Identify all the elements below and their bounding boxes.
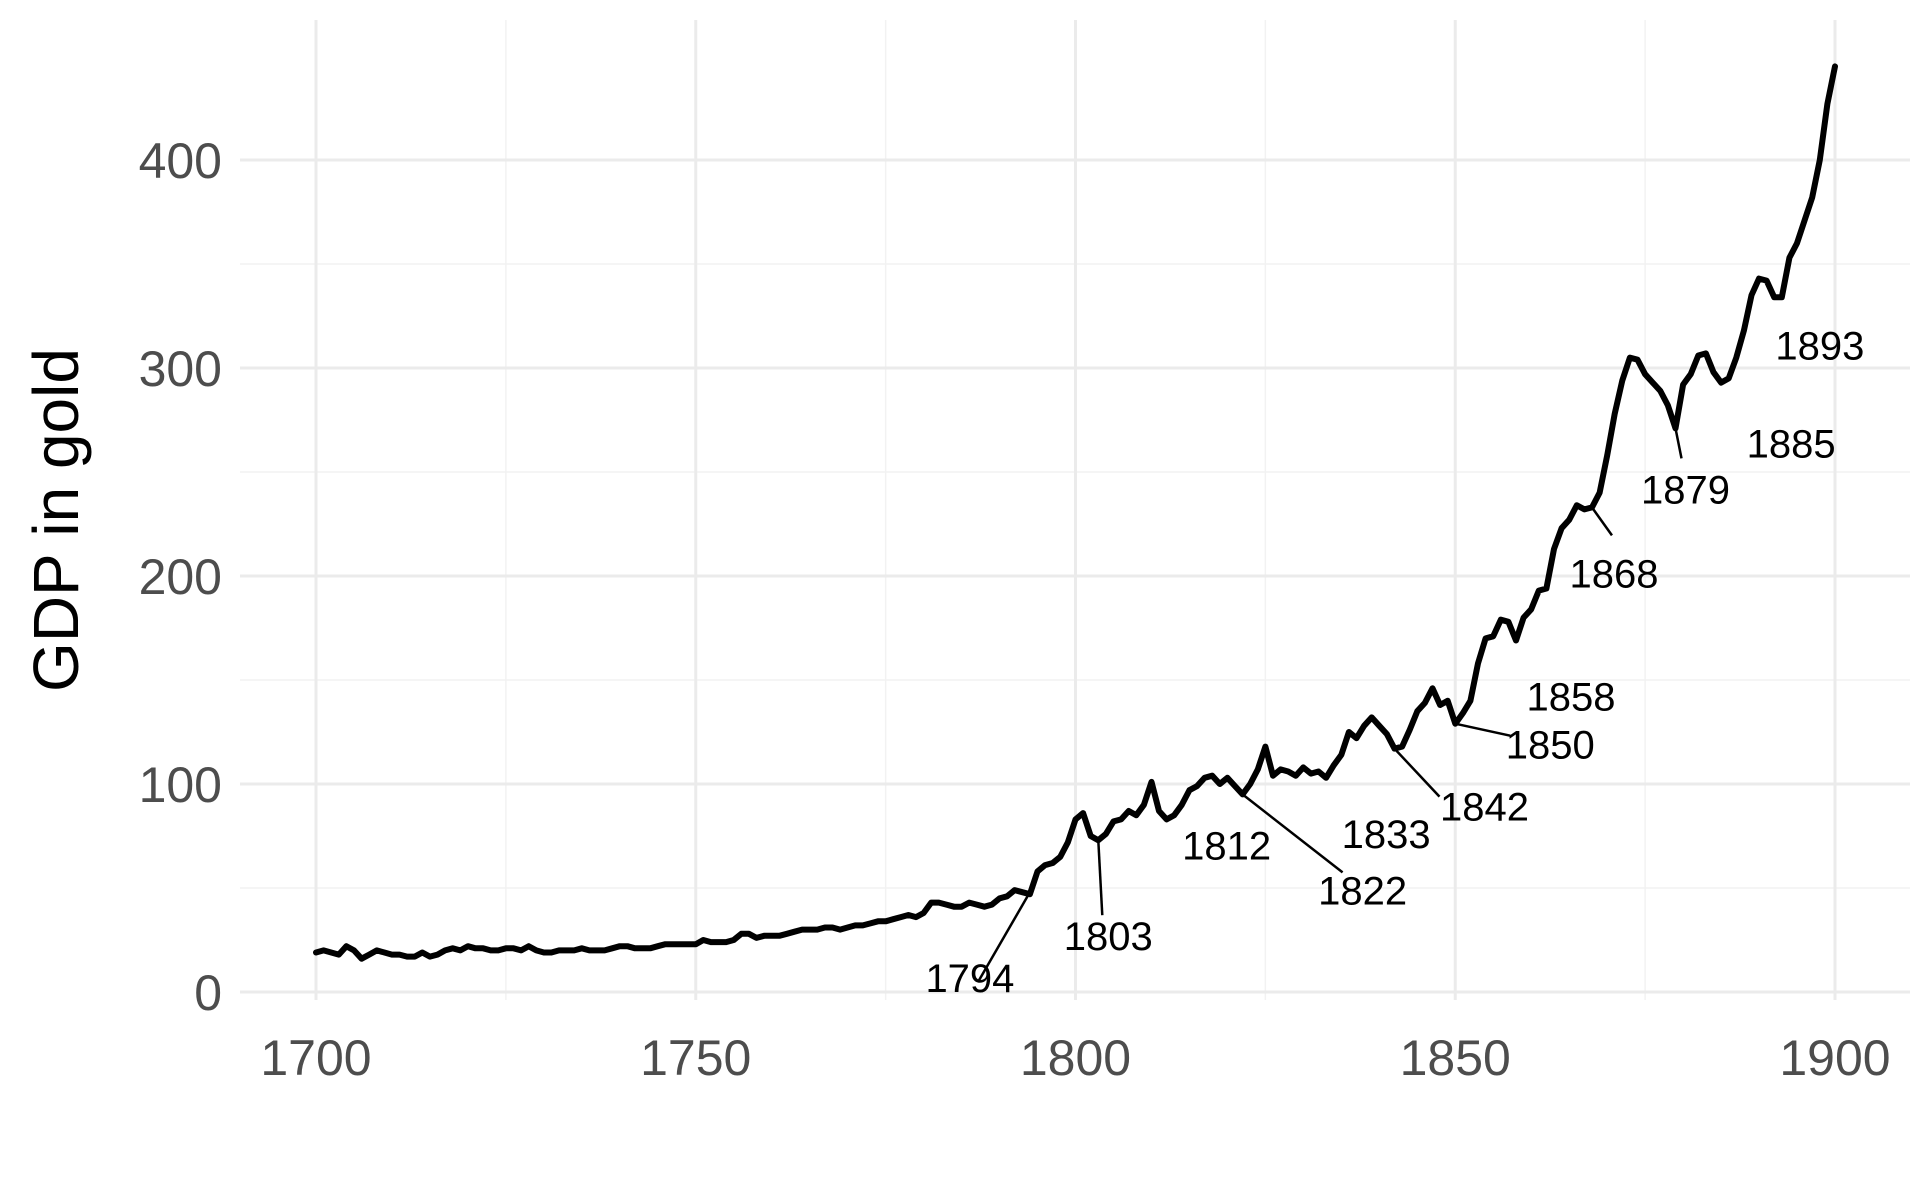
annotation-label: 1893 xyxy=(1775,324,1864,368)
annotation-label: 1803 xyxy=(1064,915,1153,959)
x-tick-label: 1850 xyxy=(1400,1030,1511,1086)
y-tick-label: 400 xyxy=(139,133,222,189)
annotation-label: 1822 xyxy=(1318,869,1407,913)
annotation-label: 1868 xyxy=(1569,552,1658,596)
annotations: 1794 1803 1812 1822 18331842 1850 1858 1868 1879… xyxy=(925,324,1864,1001)
annotation-leader-line xyxy=(1455,724,1510,736)
annotation-label: 1858 xyxy=(1527,675,1616,719)
annotation-label: 1850 xyxy=(1506,724,1595,768)
y-axis-tick-labels: 0 100 200 300 400 xyxy=(139,133,222,1021)
annotation-label: 1879 xyxy=(1641,468,1730,512)
annotation-leader-line xyxy=(1394,749,1439,797)
x-tick-label: 1700 xyxy=(260,1030,371,1086)
y-axis-title: GDP in gold xyxy=(20,348,92,692)
annotation-label: 1885 xyxy=(1747,423,1836,467)
annotation-label: 1833 xyxy=(1342,813,1431,857)
y-tick-label: 200 xyxy=(139,549,222,605)
annotation-leader-line xyxy=(1592,507,1612,535)
y-tick-label: 100 xyxy=(139,757,222,813)
annotation-label: 1842 xyxy=(1440,786,1529,830)
y-tick-label: 300 xyxy=(139,341,222,397)
annotation-label: 1794 xyxy=(925,957,1014,1001)
y-tick-label: 0 xyxy=(194,965,222,1021)
x-tick-label: 1900 xyxy=(1779,1030,1890,1086)
annotation-leader-line xyxy=(1098,840,1102,915)
x-tick-label: 1800 xyxy=(1020,1030,1131,1086)
x-tick-label: 1750 xyxy=(640,1030,751,1086)
annotation-leader-line xyxy=(1676,428,1682,458)
x-axis-tick-labels: 1700 1750 1800 1850 1900 xyxy=(260,1030,1890,1086)
annotation-label: 1812 xyxy=(1182,824,1271,868)
